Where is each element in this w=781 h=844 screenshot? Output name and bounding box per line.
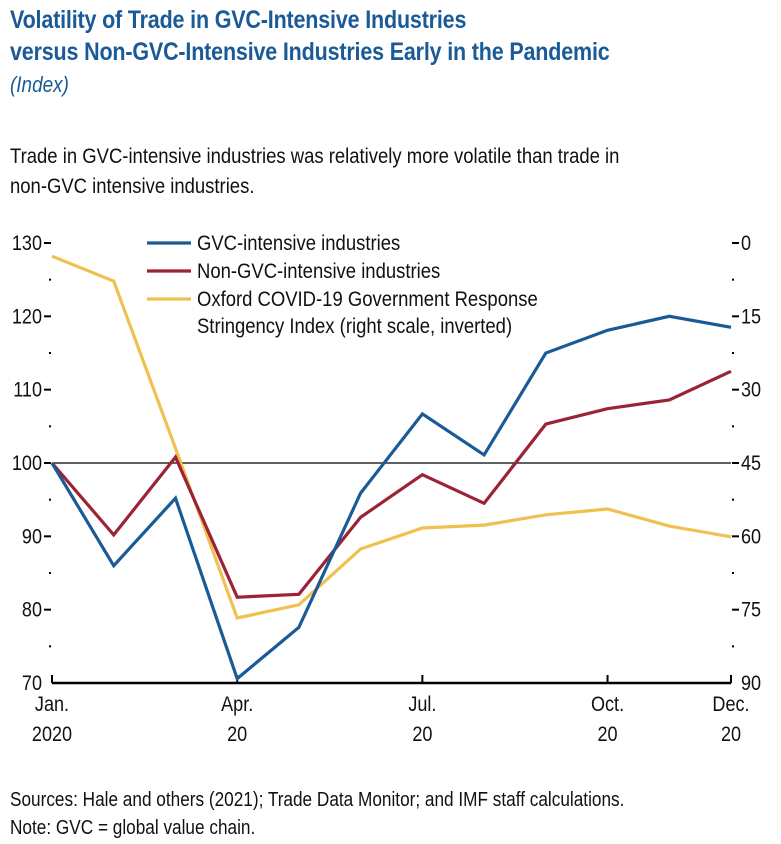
gvc-note: Note: GVC = global value chain. [10,817,256,839]
x-tick-label-year: 20 [721,723,741,747]
series-line-gvc-intensive [50,314,732,682]
right-tick-label: 45 [741,452,761,476]
legend-label-gvc-intensive: GVC-intensive industries [197,232,400,255]
series-lines [50,254,732,682]
sources-note: Sources: Hale and others (2021); Trade D… [10,789,625,811]
chart-plot: Jan. 2020 Apr. 20 Jul. 20 Oct. 20 Dec. 20 70 80 90 10… [12,232,761,747]
left-tick-label: 90 [22,525,42,549]
series-line-stringency-index [51,254,732,620]
left-tick-label: 120 [12,305,42,329]
legend-label-stringency-index: Oxford COVID-19 Government Response [197,288,538,311]
x-tick-label-year: 20 [412,723,432,747]
title-line-1: Volatility of Trade in GVC-Intensive Ind… [10,6,467,34]
x-tick-label-month: Dec. [712,693,749,717]
legend: GVC-intensive industries Non-GVC-intensiv… [147,232,538,338]
right-tick-label: 30 [741,378,761,402]
title-line-2: versus Non-GVC-Intensive Industries Earl… [10,38,610,66]
x-tick-label-year: 20 [598,723,618,747]
description-line-1: Trade in GVC-intensive industries was re… [10,145,620,168]
x-tick-label-month: Oct. [591,693,624,717]
chart-footer: Sources: Hale and others (2021); Trade D… [10,786,624,842]
chart-subtitle: (Index) [10,72,69,97]
left-tick-label: 110 [13,378,42,402]
right-tick-label: 15 [741,305,761,329]
left-tick-label: 70 [22,672,42,696]
series-line-non-gvc-intensive [50,369,732,599]
x-tick-label-year: 20 [227,723,247,747]
x-tick-label-month: Apr. [221,693,253,717]
right-tick-label: 75 [741,598,761,622]
chart-description: Trade in GVC-intensive industries was re… [10,142,619,202]
legend-label-stringency-index: Stringency Index (right scale, inverted) [197,315,512,338]
x-tick-label-year: 2020 [32,723,72,747]
left-tick-label: 130 [12,232,42,256]
axes: Jan. 2020 Apr. 20 Jul. 20 Oct. 20 Dec. 20 70 80 90 10… [12,232,761,747]
description-line-2: non-GVC intensive industries. [10,175,255,198]
right-tick-label: 90 [741,672,761,696]
x-tick-label-month: Jul. [408,693,436,717]
left-tick-label: 100 [12,452,42,476]
x-tick-label-month: Jan. [35,693,69,717]
chart-title: Volatility of Trade in GVC-Intensive Ind… [10,4,610,68]
right-tick-label: 0 [741,232,751,256]
right-tick-label: 60 [741,525,761,549]
left-tick-label: 80 [22,598,42,622]
legend-label-non-gvc-intensive: Non-GVC-intensive industries [197,260,440,283]
